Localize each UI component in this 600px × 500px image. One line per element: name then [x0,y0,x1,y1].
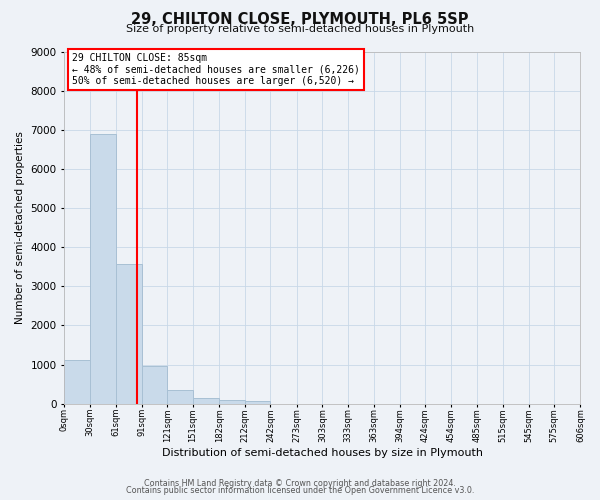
Bar [142,366,167,404]
Bar [90,134,116,404]
Bar [245,401,271,404]
Bar [116,264,142,404]
Bar [64,360,90,404]
Text: Contains HM Land Registry data © Crown copyright and database right 2024.: Contains HM Land Registry data © Crown c… [144,478,456,488]
Bar [193,398,220,404]
Bar [167,390,193,404]
Text: 29 CHILTON CLOSE: 85sqm
← 48% of semi-detached houses are smaller (6,226)
50% of: 29 CHILTON CLOSE: 85sqm ← 48% of semi-de… [72,54,360,86]
Text: 29, CHILTON CLOSE, PLYMOUTH, PL6 5SP: 29, CHILTON CLOSE, PLYMOUTH, PL6 5SP [131,12,469,28]
Y-axis label: Number of semi-detached properties: Number of semi-detached properties [15,131,25,324]
Text: Size of property relative to semi-detached houses in Plymouth: Size of property relative to semi-detach… [126,24,474,34]
Text: Contains public sector information licensed under the Open Government Licence v3: Contains public sector information licen… [126,486,474,495]
X-axis label: Distribution of semi-detached houses by size in Plymouth: Distribution of semi-detached houses by … [162,448,483,458]
Bar [220,400,245,404]
